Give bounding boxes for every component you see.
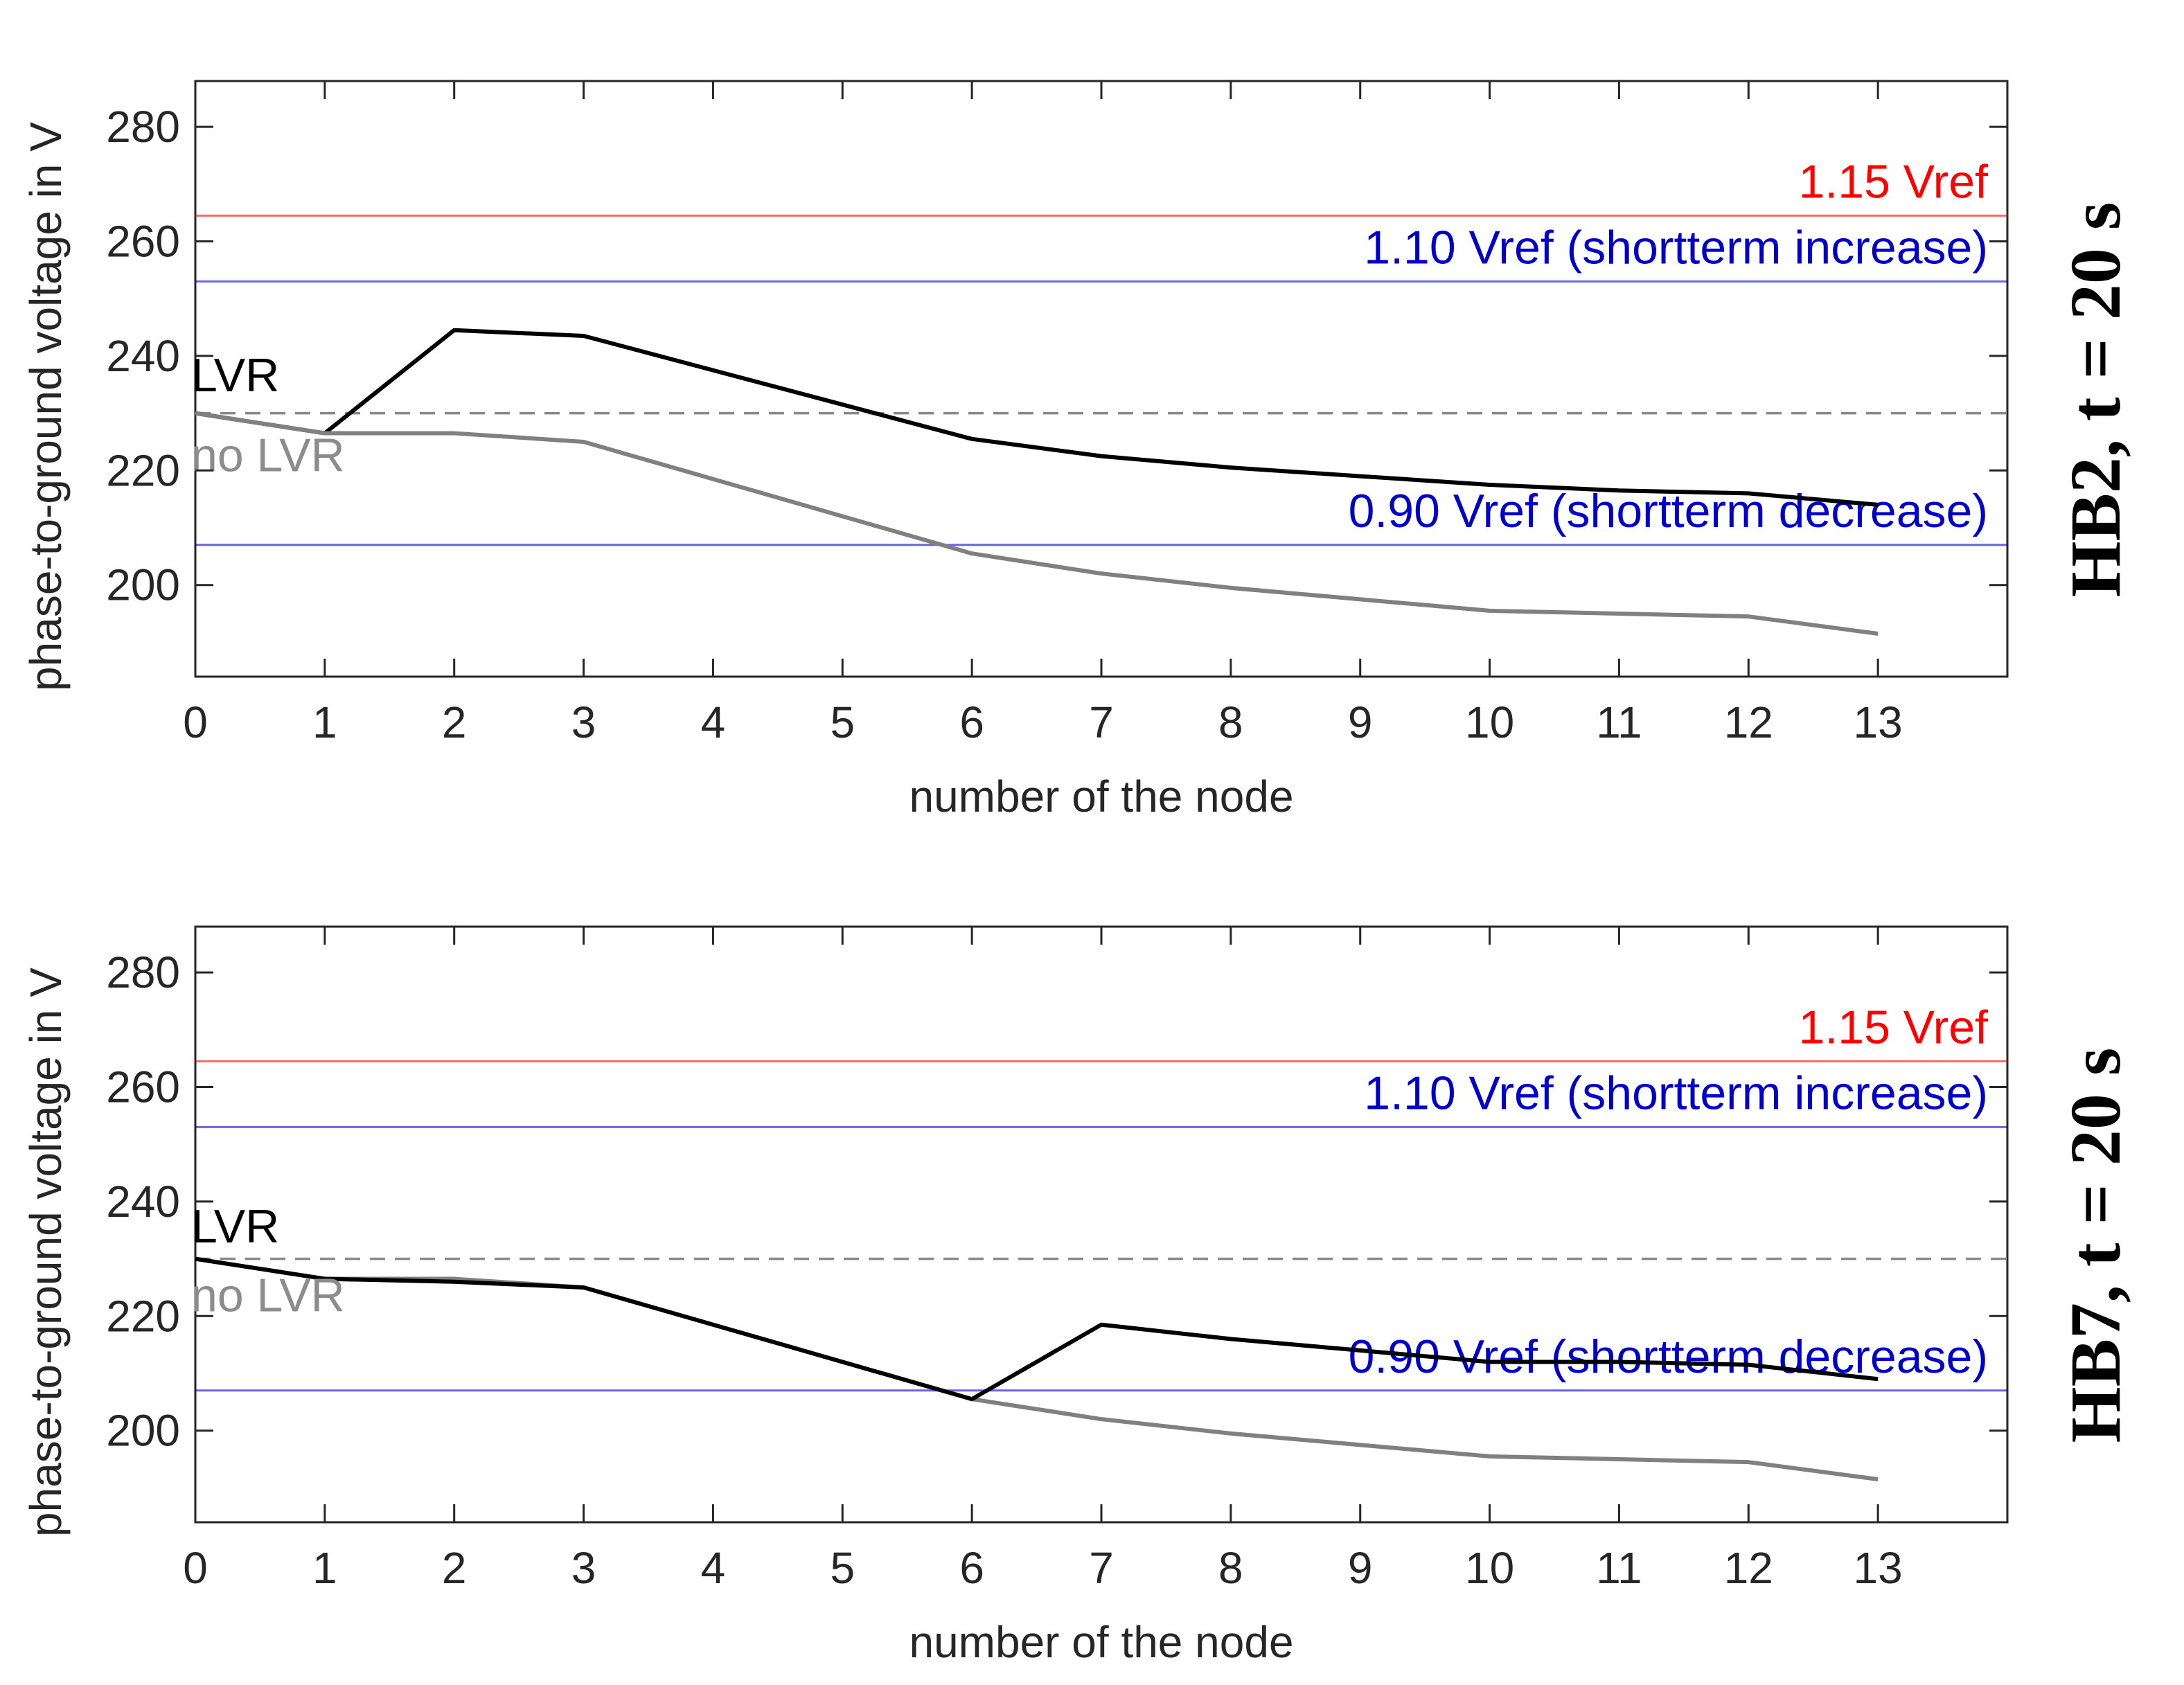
reference-line-label: 1.10 Vref (shortterm increase) — [1364, 1067, 1988, 1119]
x-tick-label: 11 — [1596, 1543, 1642, 1593]
x-tick-label: 12 — [1724, 697, 1773, 747]
x-axis-label: number of the node — [909, 1617, 1293, 1667]
series-label: no LVR — [191, 429, 345, 482]
y-axis-label: phase-to-ground voltage in V — [21, 968, 71, 1537]
reference-line-label: 1.15 Vref — [1799, 155, 1989, 208]
series-label: LVR — [191, 349, 279, 402]
reference-line-label: 1.15 Vref — [1799, 1001, 1989, 1053]
x-tick-label: 8 — [1218, 1543, 1243, 1593]
chart-title: HB2, t = 20 s — [2056, 202, 2136, 598]
series-line-lvr — [195, 328, 1879, 507]
plot-area — [194, 925, 2009, 1524]
x-tick-label: 2 — [442, 1543, 467, 1593]
chart-hb2: 1.15 Vref 1.10 Vref (shortterm increase) 0… — [21, 80, 2136, 821]
x-tick-label: 6 — [959, 1543, 984, 1593]
x-tick-label: 10 — [1465, 1543, 1514, 1593]
x-tick-label: 3 — [571, 1543, 596, 1593]
y-tick-label: 260 — [106, 217, 180, 267]
x-tick-label: 1 — [312, 697, 337, 747]
x-tick-label: 5 — [830, 697, 855, 747]
x-tick-label: 6 — [959, 697, 984, 747]
x-tick-label: 0 — [183, 697, 208, 747]
x-tick-label: 0 — [183, 1543, 208, 1593]
x-tick-label: 5 — [830, 1543, 855, 1593]
series-line-lvr — [195, 1256, 1879, 1402]
x-tick-label: 7 — [1089, 697, 1114, 747]
y-tick-label: 200 — [106, 560, 180, 610]
x-tick-label: 2 — [442, 697, 467, 747]
y-tick-label: 280 — [106, 102, 180, 152]
x-tick-label: 4 — [701, 697, 726, 747]
y-tick-label: 260 — [106, 1062, 180, 1112]
x-tick-label: 11 — [1596, 697, 1642, 747]
y-tick-label: 280 — [106, 947, 180, 997]
x-tick-label: 3 — [571, 697, 596, 747]
reference-line-label: 0.90 Vref (shortterm decrease) — [1349, 1330, 1988, 1383]
reference-line-label: 1.10 Vref (shortterm increase) — [1364, 221, 1988, 274]
x-tick-label: 9 — [1348, 1543, 1373, 1593]
series-line-no-lvr — [195, 1256, 1879, 1481]
y-tick-label: 220 — [106, 445, 180, 495]
plot-area — [194, 80, 2009, 678]
x-tick-label: 12 — [1724, 1543, 1773, 1593]
x-axis-label: number of the node — [909, 772, 1293, 821]
series-label: LVR — [191, 1200, 279, 1253]
x-tick-label: 9 — [1348, 697, 1373, 747]
series-line-no-lvr — [195, 411, 1879, 636]
y-tick-label: 240 — [106, 331, 180, 381]
x-tick-label: 8 — [1218, 697, 1243, 747]
chart-title: HB7, t = 20 s — [2056, 1048, 2136, 1443]
x-tick-label: 13 — [1854, 697, 1903, 747]
y-tick-label: 200 — [106, 1406, 180, 1456]
y-tick-label: 240 — [106, 1177, 180, 1227]
x-tick-label: 7 — [1089, 1543, 1114, 1593]
x-tick-label: 13 — [1854, 1543, 1903, 1593]
x-tick-label: 10 — [1465, 697, 1514, 747]
y-tick-label: 220 — [106, 1291, 180, 1341]
series-label: no LVR — [191, 1269, 345, 1321]
x-tick-label: 1 — [312, 1543, 337, 1593]
x-tick-label: 4 — [701, 1543, 726, 1593]
chart-hb7: 1.15 Vref 1.10 Vref (shortterm increase) 0… — [21, 925, 2136, 1667]
y-axis-label: phase-to-ground voltage in V — [21, 122, 71, 691]
